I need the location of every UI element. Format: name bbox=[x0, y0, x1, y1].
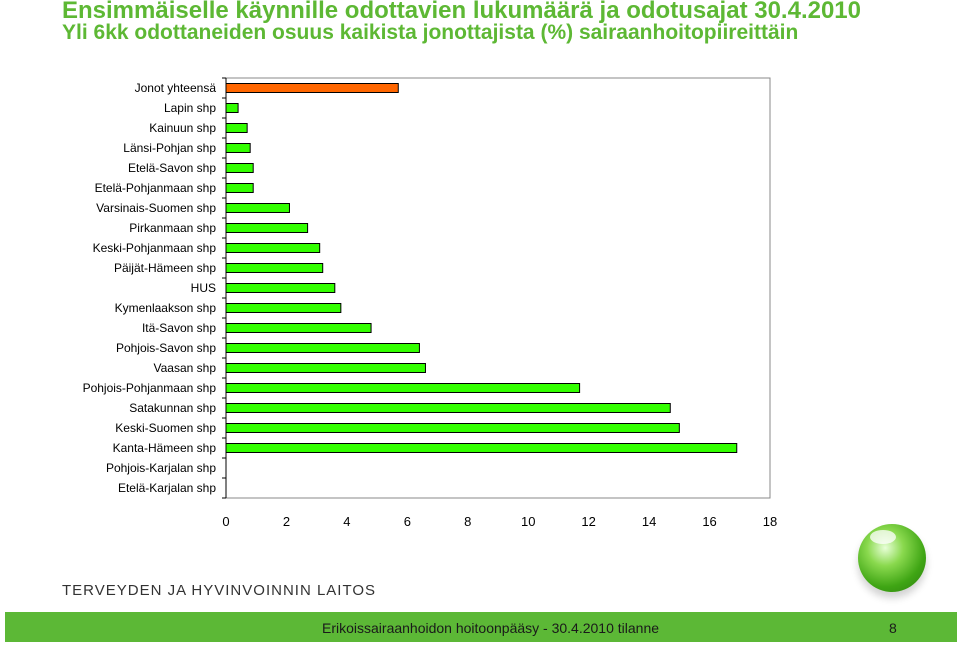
bar-chart: Jonot yhteensä Lapin shp Kainuun shp Länsi-… bbox=[83, 77, 777, 529]
category-label: Etelä-Savon shp bbox=[128, 161, 216, 175]
category-label: Itä-Savon shp bbox=[142, 321, 216, 335]
category-label: Vaasan shp bbox=[154, 361, 217, 375]
footer-bar bbox=[5, 612, 957, 642]
bar bbox=[225, 163, 254, 173]
footer-text: Erikoissairaanhoidon hoitoonpääsy - 30.4… bbox=[322, 620, 660, 636]
x-tick-label: 14 bbox=[642, 514, 656, 529]
bar bbox=[225, 383, 581, 393]
x-tick-label: 4 bbox=[343, 514, 350, 529]
category-label: Pohjois-Karjalan shp bbox=[106, 461, 216, 475]
bar bbox=[225, 243, 321, 253]
bar-total bbox=[225, 83, 399, 93]
bar bbox=[225, 423, 680, 433]
bar bbox=[225, 403, 671, 413]
category-label: Lapin shp bbox=[164, 101, 216, 115]
bar bbox=[225, 283, 336, 293]
category-label: Satakunnan shp bbox=[129, 401, 216, 415]
x-tick-label: 16 bbox=[702, 514, 716, 529]
page-title: Ensimmäiselle käynnille odottavien lukum… bbox=[62, 0, 861, 24]
bar bbox=[225, 183, 254, 193]
bar bbox=[225, 103, 239, 113]
page-subtitle: Yli 6kk odottaneiden osuus kaikista jono… bbox=[62, 21, 799, 44]
category-label: Kymenlaakson shp bbox=[115, 301, 217, 315]
category-label: Päijät-Hämeen shp bbox=[114, 261, 216, 275]
org-name: TERVEYDEN JA HYVINVOINNIN LAITOS bbox=[62, 582, 377, 599]
bar bbox=[225, 203, 290, 213]
bar bbox=[225, 123, 248, 133]
category-label: HUS bbox=[191, 281, 216, 295]
bar bbox=[225, 323, 372, 333]
x-tick-label: 0 bbox=[222, 514, 229, 529]
bar bbox=[225, 263, 324, 273]
category-label: Keski-Pohjanmaan shp bbox=[93, 241, 217, 255]
bar bbox=[225, 223, 309, 233]
category-label: Etelä-Pohjanmaan shp bbox=[95, 181, 217, 195]
category-label: Pohjois-Pohjanmaan shp bbox=[83, 381, 217, 395]
x-tick-label: 8 bbox=[464, 514, 471, 529]
bar bbox=[225, 303, 342, 313]
page-number: 8 bbox=[889, 620, 897, 636]
bar bbox=[225, 443, 738, 453]
category-label: Kainuun shp bbox=[149, 121, 216, 135]
bar bbox=[225, 143, 251, 153]
bar bbox=[225, 343, 420, 353]
x-tick-label: 2 bbox=[283, 514, 290, 529]
bar bbox=[225, 363, 426, 373]
category-label: Keski-Suomen shp bbox=[115, 421, 216, 435]
category-label: Pirkanmaan shp bbox=[129, 221, 216, 235]
logo-highlight-icon bbox=[870, 530, 896, 544]
x-tick-label: 10 bbox=[521, 514, 535, 529]
category-label: Jonot yhteensä bbox=[135, 81, 217, 95]
x-tick-label: 18 bbox=[763, 514, 777, 529]
x-tick-label: 12 bbox=[581, 514, 595, 529]
category-label: Länsi-Pohjan shp bbox=[123, 141, 216, 155]
category-label: Kanta-Hämeen shp bbox=[113, 441, 217, 455]
x-tick-label: 6 bbox=[404, 514, 411, 529]
category-label: Pohjois-Savon shp bbox=[116, 341, 216, 355]
category-label: Varsinais-Suomen shp bbox=[96, 201, 216, 215]
category-label: Etelä-Karjalan shp bbox=[118, 481, 216, 495]
